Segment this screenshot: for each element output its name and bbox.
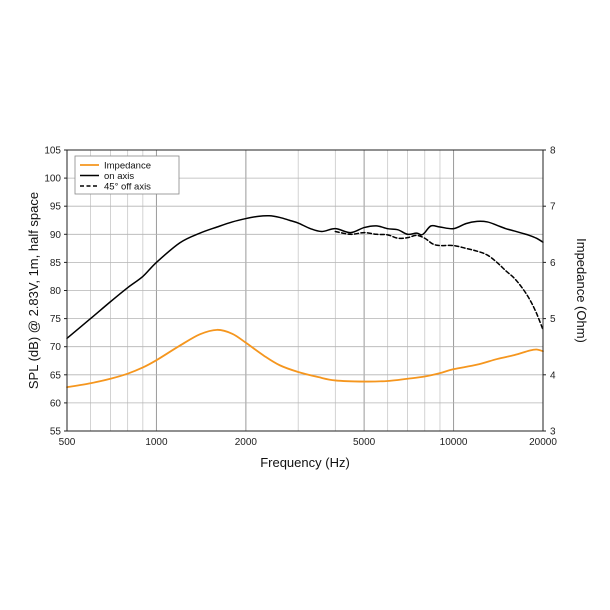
y-tick-label: 70 — [50, 342, 62, 353]
y2-tick-label: 8 — [550, 146, 556, 157]
legend-label-45-off-axis: 45° off axis — [104, 181, 151, 192]
series-line-45-off-axis — [334, 230, 544, 331]
y-tick-label: 75 — [50, 314, 62, 325]
y-tick-label: 95 — [50, 202, 62, 213]
y-tick-label: 90 — [50, 230, 62, 241]
series-lines — [66, 214, 544, 389]
series-line-on-axis — [66, 214, 544, 340]
x-tick-label: 500 — [59, 437, 76, 448]
ticks: 500 1000 2000 5000 10000 20000556065707580859… — [44, 146, 557, 449]
x-tick-label: 1000 — [145, 437, 168, 448]
y-tick-label: 55 — [50, 427, 62, 438]
x-axis-title: Frequency (Hz) — [260, 455, 350, 470]
y2-tick-label: 4 — [550, 370, 556, 381]
plot-frame — [66, 149, 544, 432]
y2-tick-label: 7 — [550, 202, 556, 213]
x-tick-label: 2000 — [235, 437, 258, 448]
series-line-impedance — [66, 328, 544, 389]
y-axis-title: SPL (dB) @ 2.83V, 1m, half space — [26, 192, 41, 389]
y-tick-label: 65 — [50, 370, 62, 381]
grid — [67, 150, 543, 431]
x-tick-label: 10000 — [440, 437, 468, 448]
x-tick-label: 5000 — [353, 437, 376, 448]
y2-tick-label: 5 — [550, 314, 556, 325]
y2-tick-label: 6 — [550, 258, 556, 269]
y-tick-label: 85 — [50, 258, 62, 269]
x-tick-label: 20000 — [529, 437, 557, 448]
y-tick-label: 80 — [50, 286, 62, 297]
legend-label-on-axis: on axis — [104, 171, 134, 182]
legend-label-impedance: Impedance — [104, 160, 151, 171]
y-tick-label: 105 — [44, 146, 61, 157]
y-tick-label: 60 — [50, 398, 62, 409]
y2-axis-title: Impedance (Ohm) — [574, 238, 589, 343]
y-tick-label: 100 — [44, 174, 61, 185]
y2-tick-label: 3 — [550, 427, 556, 438]
